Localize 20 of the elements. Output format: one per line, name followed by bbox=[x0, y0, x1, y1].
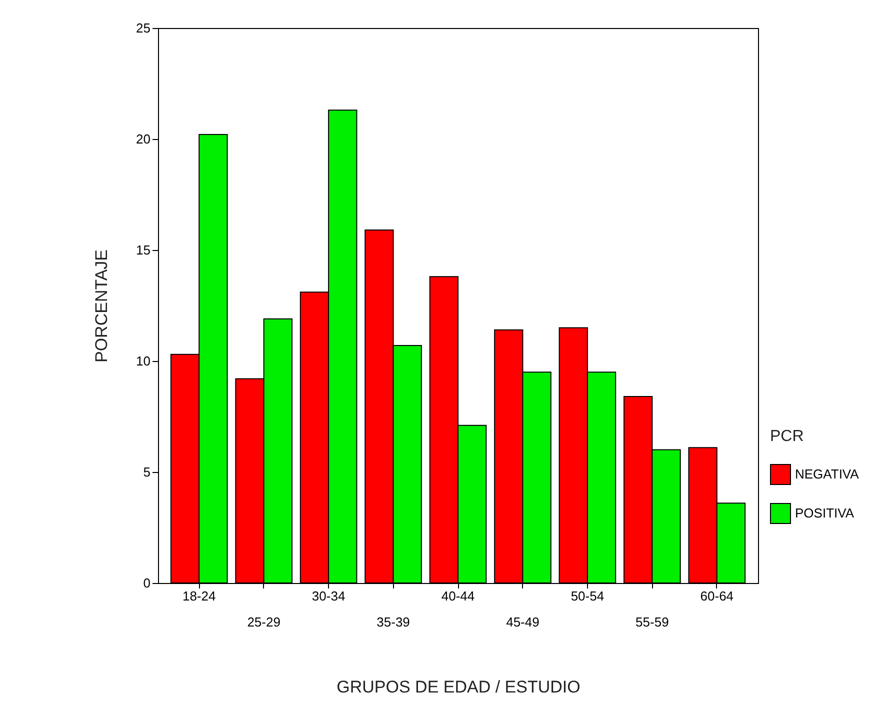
legend-title: PCR bbox=[770, 428, 804, 445]
x-tick-label: 60-64 bbox=[700, 588, 734, 604]
y-tick-label: 5 bbox=[143, 464, 150, 480]
x-tick-label: 18-24 bbox=[182, 588, 216, 604]
y-tick-label: 25 bbox=[136, 20, 150, 36]
legend-label: NEGATIVA bbox=[795, 466, 860, 482]
y-axis-title: PORCENTAJE bbox=[92, 249, 112, 363]
y-tick-label: 20 bbox=[136, 132, 150, 146]
y-tick-label: 15 bbox=[136, 242, 150, 258]
y-tick-label: 0 bbox=[143, 576, 150, 590]
x-tick-label: 40-44 bbox=[441, 588, 475, 604]
x-axis-title: GRUPOS DE EDAD / ESTUDIO bbox=[336, 678, 580, 696]
legend-label: POSITIVA bbox=[795, 506, 854, 520]
x-tick-label: 45-49 bbox=[506, 614, 540, 630]
x-tick-label: 55-59 bbox=[636, 614, 669, 630]
x-tick-label: 25-29 bbox=[247, 614, 280, 630]
y-tick-label: 10 bbox=[136, 354, 150, 368]
x-tick-label: 50-54 bbox=[570, 588, 604, 604]
x-tick-label: 30-34 bbox=[312, 588, 346, 604]
x-tick-label: 35-39 bbox=[376, 614, 410, 630]
